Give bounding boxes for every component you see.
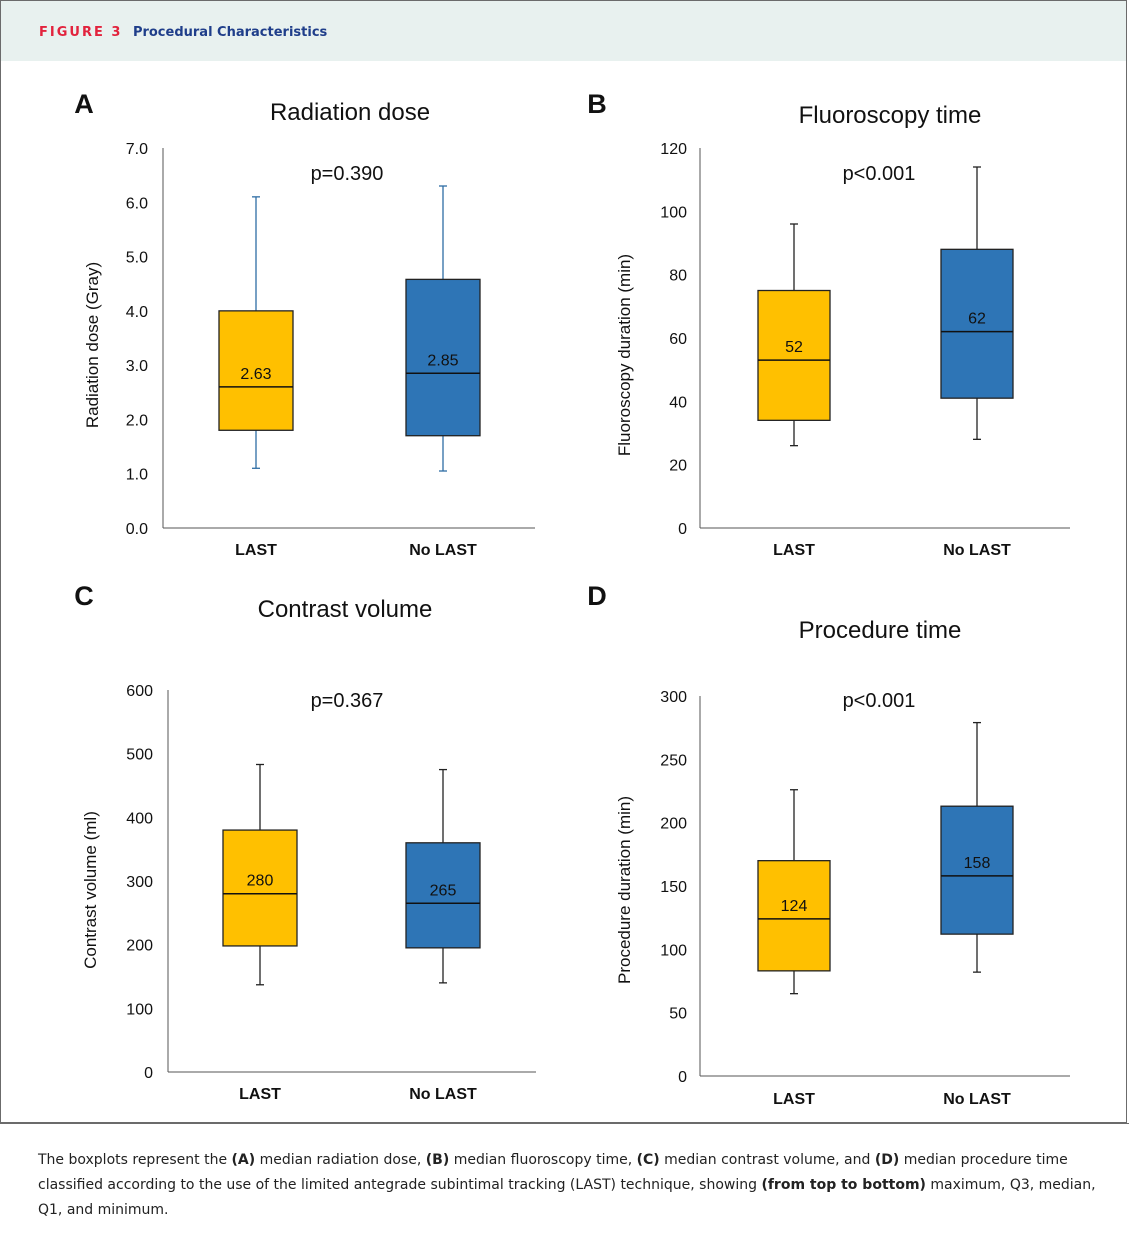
y-tick-label: 120	[660, 141, 687, 158]
y-tick-label: 500	[126, 747, 153, 764]
caption-emphasis: (B)	[425, 1152, 450, 1168]
x-category-label: No LAST	[409, 1086, 477, 1103]
figure-frame	[0, 0, 1127, 1123]
caption-emphasis: (A)	[231, 1152, 256, 1168]
x-category-label: No LAST	[943, 1091, 1011, 1108]
caption-text: median radiation dose,	[255, 1152, 426, 1168]
y-tick-label: 100	[660, 204, 687, 221]
median-value-label: 52	[785, 339, 803, 356]
box-iqr	[218, 310, 294, 431]
caption-text: median procedure time classified accordi…	[38, 1152, 1068, 1193]
y-tick-label: 200	[660, 816, 687, 833]
y-axis-label: Radiation dose (Gray)	[83, 262, 102, 428]
y-tick-label: 0.0	[126, 521, 148, 538]
y-tick-label: 300	[126, 874, 153, 891]
y-tick-label: 200	[126, 938, 153, 955]
median-value-label: 2.63	[240, 366, 271, 383]
chart-title: Fluoroscopy time	[799, 102, 982, 129]
x-category-label: LAST	[773, 542, 815, 559]
panel-letter: D	[587, 581, 607, 611]
y-tick-label: 20	[669, 458, 687, 475]
caption-divider	[0, 1123, 1129, 1124]
chart-title: Procedure time	[799, 617, 962, 644]
y-tick-label: 0	[678, 1069, 687, 1086]
box-iqr	[940, 248, 1014, 399]
p-value-annotation: p=0.367	[311, 690, 384, 712]
caption-emphasis: (C)	[636, 1152, 660, 1168]
median-value-label: 2.85	[427, 352, 458, 369]
median-value-label: 280	[247, 873, 274, 890]
x-category-label: No LAST	[409, 542, 477, 559]
y-tick-label: 6.0	[126, 195, 148, 212]
y-axis-label: Contrast volume (ml)	[81, 811, 100, 969]
median-value-label: 124	[781, 898, 808, 915]
caption-emphasis: (from top to bottom)	[761, 1177, 926, 1193]
box-iqr	[405, 842, 481, 949]
y-tick-label: 60	[669, 331, 687, 348]
boxplot-figure: A Radiation dose Radiation dose (Gray) p=0.…	[74, 89, 1070, 1108]
chart-panel-b: B Fluoroscopy time Fluoroscopy duration (m…	[587, 89, 1070, 559]
panel-letter: A	[74, 89, 94, 119]
figure-header: FIGURE 3 Procedural Characteristics	[1, 1, 1126, 61]
panel-letter: B	[587, 89, 607, 119]
chart-title: Contrast volume	[258, 596, 433, 623]
y-tick-label: 0	[144, 1065, 153, 1082]
y-tick-label: 300	[660, 689, 687, 706]
x-category-label: No LAST	[943, 542, 1011, 559]
caption-emphasis: (D)	[874, 1152, 900, 1168]
chart-panel-c: C Contrast volume Contrast volume (ml) p=0.…	[74, 581, 536, 1103]
figure-heading: FIGURE 3 Procedural Characteristics	[39, 25, 327, 40]
y-tick-label: 150	[660, 879, 687, 896]
median-value-label: 265	[430, 882, 457, 899]
y-axis-label: Procedure duration (min)	[615, 796, 634, 984]
caption-text: maximum, Q3, median, Q1, and minimum.	[38, 1177, 1096, 1218]
y-tick-label: 1.0	[126, 467, 148, 484]
y-tick-label: 3.0	[126, 358, 148, 375]
x-category-label: LAST	[239, 1086, 281, 1103]
figure-caption: The boxplots represent the (A) median ra…	[38, 1148, 1098, 1223]
panel-letter: C	[74, 581, 94, 611]
y-tick-label: 400	[126, 810, 153, 827]
y-tick-label: 7.0	[126, 141, 148, 158]
y-axis-label: Fluoroscopy duration (min)	[615, 254, 634, 456]
box-iqr	[940, 805, 1014, 935]
caption-text: median contrast volume, and	[659, 1152, 875, 1168]
y-tick-label: 0	[678, 521, 687, 538]
caption-text: median fluoroscopy time,	[449, 1152, 637, 1168]
box-iqr	[222, 829, 298, 947]
chart-panel-a: A Radiation dose Radiation dose (Gray) p=0.…	[74, 89, 535, 559]
median-value-label: 62	[968, 311, 986, 328]
x-category-label: LAST	[235, 542, 277, 559]
chart-panel-d: D Procedure time Procedure duration (min) p…	[587, 581, 1070, 1108]
box-iqr	[757, 860, 831, 972]
p-value-annotation: p=0.390	[311, 163, 384, 185]
y-tick-label: 100	[660, 942, 687, 959]
p-value-annotation: p<0.001	[843, 163, 916, 185]
y-tick-label: 600	[126, 683, 153, 700]
y-tick-label: 250	[660, 752, 687, 769]
y-tick-label: 5.0	[126, 250, 148, 267]
y-tick-label: 40	[669, 394, 687, 411]
y-tick-label: 50	[669, 1006, 687, 1023]
y-tick-label: 100	[126, 1001, 153, 1018]
y-tick-label: 2.0	[126, 412, 148, 429]
caption-text: The boxplots represent the	[38, 1152, 232, 1168]
p-value-annotation: p<0.001	[843, 690, 916, 712]
median-value-label: 158	[964, 855, 991, 872]
x-category-label: LAST	[773, 1091, 815, 1108]
chart-title: Radiation dose	[270, 99, 430, 126]
box-iqr	[405, 278, 481, 437]
figure-title: Procedural Characteristics	[132, 25, 328, 40]
y-tick-label: 80	[669, 268, 687, 285]
box-iqr	[757, 289, 831, 421]
y-tick-label: 4.0	[126, 304, 148, 321]
figure-label: FIGURE 3	[39, 25, 123, 40]
